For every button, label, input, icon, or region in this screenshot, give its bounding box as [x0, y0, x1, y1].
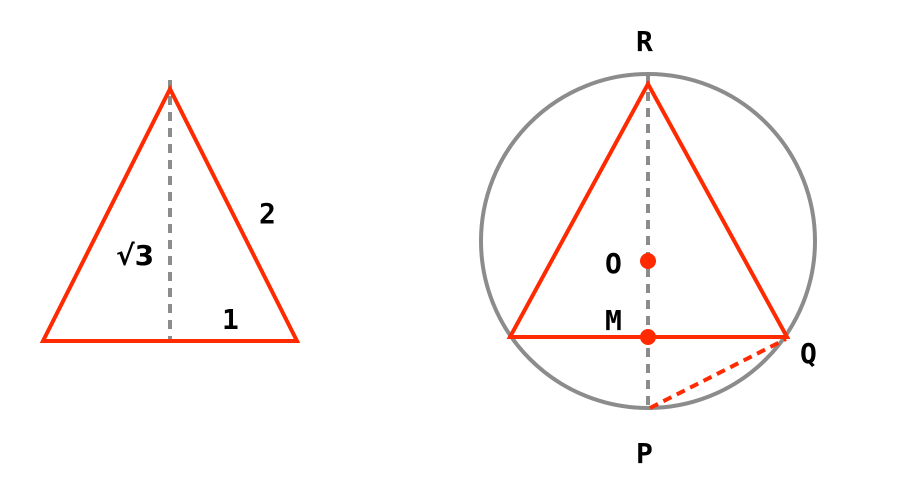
side-label: 2: [259, 197, 276, 230]
center-point-o: [640, 253, 656, 269]
center-o-label: O: [605, 247, 622, 280]
left-triangle-group: √3 2 1: [39, 80, 301, 343]
height-label: √3: [116, 239, 154, 272]
point-p-label: P: [636, 437, 653, 470]
vertex-r-label: R: [636, 25, 653, 58]
midpoint-m-label: M: [605, 304, 622, 337]
left-equilateral-triangle: [39, 84, 301, 343]
right-figure-group: R O M Q P: [479, 25, 817, 470]
circumcircle: [479, 72, 817, 410]
half-base-label: 1: [222, 303, 239, 336]
vertex-q-label: Q: [800, 337, 817, 370]
chord-pq-dashed-line: [649, 337, 787, 410]
midpoint-m: [640, 329, 656, 345]
